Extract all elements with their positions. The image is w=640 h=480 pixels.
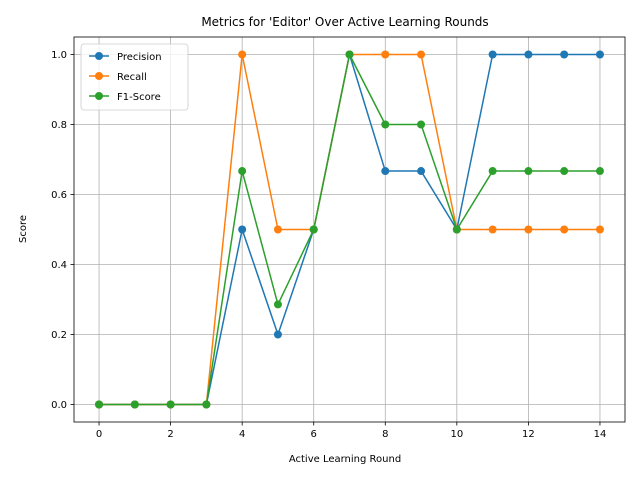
x-axis: 0 2 4 6 8 10 12 14	[96, 422, 606, 440]
precision-point	[488, 50, 497, 59]
f1-score-point	[309, 225, 318, 234]
precision-point	[238, 225, 247, 234]
recall-point	[488, 225, 497, 234]
recall-point	[238, 50, 247, 59]
precision-point	[595, 50, 604, 59]
x-tick-label: 10	[450, 429, 463, 440]
precision-point	[381, 167, 390, 176]
f1-score-point	[452, 225, 461, 234]
x-axis-label: Active Learning Round	[289, 454, 401, 465]
legend: Precision Recall F1-Score	[80, 43, 189, 111]
x-tick-label: 4	[239, 429, 245, 440]
legend-box	[80, 43, 189, 111]
chart-title: Metrics for 'Editor' Over Active Learnin…	[201, 15, 488, 29]
f1-score-point	[560, 167, 569, 176]
recall-point	[381, 50, 390, 59]
precision-point	[273, 330, 282, 339]
x-tick-label: 14	[594, 429, 607, 440]
y-axis: 0.0 0.2 0.4 0.6 0.8 1.0	[51, 50, 74, 411]
f1-score-point	[524, 167, 533, 176]
legend-label: Recall	[117, 72, 147, 83]
precision-point	[417, 167, 426, 176]
legend-item-precision: Precision	[89, 52, 162, 63]
plot-frame	[73, 36, 626, 423]
series-f1-score	[95, 50, 604, 409]
legend-swatch-marker	[95, 92, 103, 100]
recall-point	[560, 225, 569, 234]
precision-point	[560, 50, 569, 59]
recall-point	[595, 225, 604, 234]
legend-label: F1-Score	[117, 92, 161, 103]
precision-point	[524, 50, 533, 59]
y-tick-label: 0.0	[51, 400, 67, 411]
x-tick-label: 8	[382, 429, 388, 440]
recall-point	[417, 50, 426, 59]
y-tick-label: 0.2	[51, 330, 67, 341]
recall-point	[273, 225, 282, 234]
y-tick-label: 0.4	[51, 260, 67, 271]
legend-swatch-marker	[95, 52, 103, 60]
f1-score-point	[238, 167, 247, 176]
f1-score-point	[595, 167, 604, 176]
x-tick-label: 6	[311, 429, 317, 440]
f1-score-point	[95, 400, 104, 409]
x-tick-label: 2	[167, 429, 173, 440]
f1-score-point	[273, 300, 282, 309]
x-tick-label: 12	[522, 429, 535, 440]
recall-point	[524, 225, 533, 234]
legend-swatch-marker	[95, 72, 103, 80]
y-tick-label: 0.6	[51, 190, 67, 201]
f1-score-point	[488, 167, 497, 176]
f1-score-point	[417, 120, 426, 129]
legend-item-f1-score: F1-Score	[89, 92, 161, 103]
y-axis-label: Score	[18, 215, 29, 243]
legend-item-recall: Recall	[89, 72, 147, 83]
f1-score-point	[202, 400, 211, 409]
f1-score-point	[166, 400, 175, 409]
f1-score-point	[130, 400, 139, 409]
f1-score-point	[345, 50, 354, 59]
series-layer	[95, 50, 604, 409]
y-tick-label: 1.0	[51, 50, 67, 61]
y-tick-label: 0.8	[51, 120, 67, 131]
x-tick-label: 0	[96, 429, 102, 440]
legend-label: Precision	[117, 52, 162, 63]
f1-score-point	[381, 120, 390, 129]
